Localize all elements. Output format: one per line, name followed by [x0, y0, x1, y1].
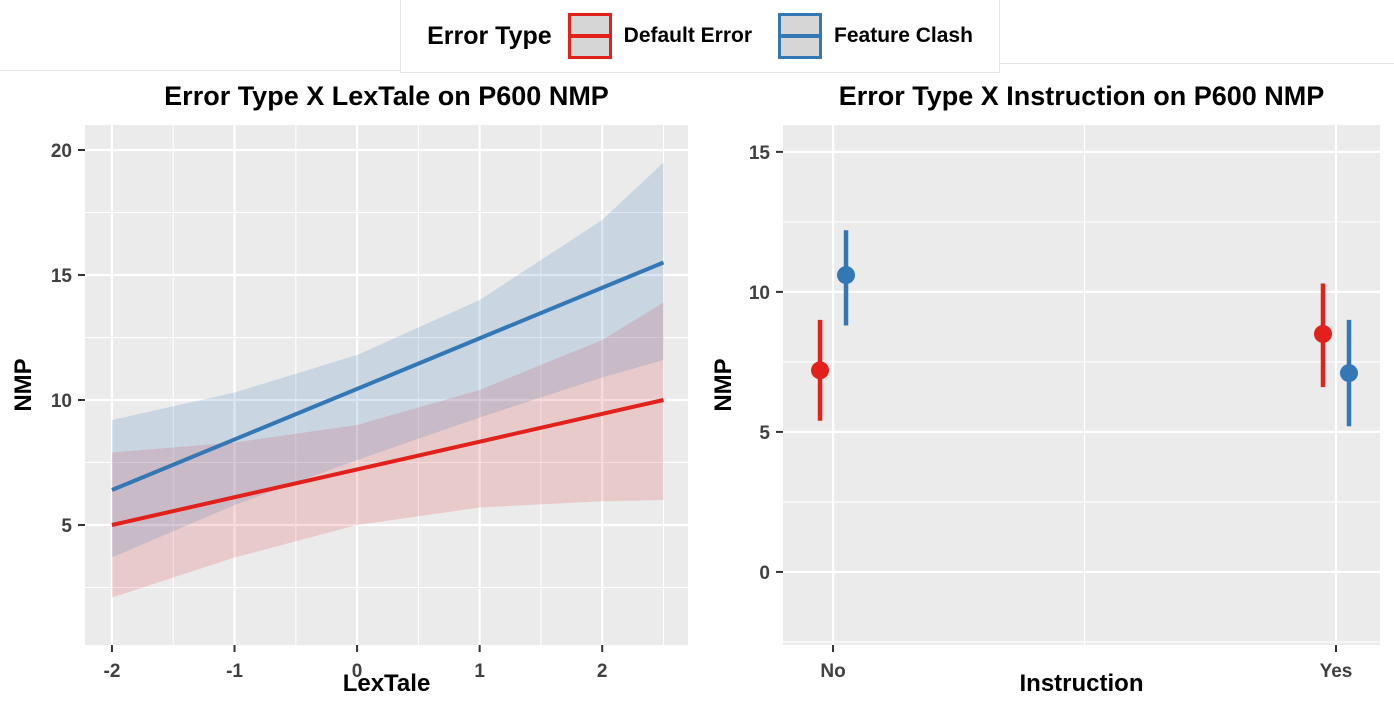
svg-text:10: 10 — [51, 391, 72, 412]
svg-text:0: 0 — [352, 661, 363, 682]
legend-key-line-icon — [781, 34, 820, 38]
svg-text:20: 20 — [51, 141, 72, 162]
legend-entry-default-error: Default Error — [567, 13, 753, 59]
svg-text:0: 0 — [759, 563, 770, 584]
chart-instruction-title: Error Type X Instruction on P600 NMP — [838, 81, 1325, 111]
svg-text:15: 15 — [749, 143, 771, 164]
chart-lextale-y-axis-title: NMP — [10, 358, 37, 412]
chart-instruction-x-axis-title: Instruction — [1019, 670, 1144, 697]
svg-text:15: 15 — [51, 266, 73, 287]
legend: Error Type Default Error Feature Clash — [400, 0, 1000, 73]
top-divider-right — [1000, 63, 1394, 64]
svg-text:5: 5 — [759, 423, 770, 444]
top-divider-left — [0, 70, 401, 71]
chart-lextale: 5 10 15 20 -2 -1 0 1 2 Error Type X LexTale on P… — [0, 75, 700, 702]
legend-label-feature-clash: Feature Clash — [834, 24, 973, 47]
svg-text:-1: -1 — [226, 661, 243, 682]
svg-text:1: 1 — [474, 661, 485, 682]
chart-lextale-title: Error Type X LexTale on P600 NMP — [164, 81, 609, 111]
legend-entry-feature-clash: Feature Clash — [778, 13, 973, 59]
legend-label-default-error: Default Error — [623, 24, 753, 47]
lextale-plot-canvas: 5 10 15 20 -2 -1 0 1 2 — [51, 125, 688, 682]
chart-instruction-y-axis-title: NMP — [710, 358, 737, 412]
svg-text:2: 2 — [597, 661, 608, 682]
legend-key-feature-clash-icon — [778, 13, 823, 59]
legend-key-default-error-icon — [567, 13, 612, 59]
chart-lextale-x-axis-title: LexTale — [342, 670, 431, 697]
svg-text:Yes: Yes — [1320, 661, 1353, 682]
svg-text:No: No — [820, 661, 845, 682]
instruction-plot-canvas: 0 5 10 15 No Yes — [749, 125, 1380, 682]
legend-key-line-icon — [570, 34, 609, 38]
legend-title: Error Type — [427, 21, 552, 50]
svg-text:5: 5 — [61, 516, 72, 537]
svg-text:10: 10 — [749, 283, 770, 304]
chart-instruction: 0 5 10 15 No Yes Error Type X Instruction on … — [700, 75, 1394, 702]
svg-text:-2: -2 — [104, 661, 121, 682]
